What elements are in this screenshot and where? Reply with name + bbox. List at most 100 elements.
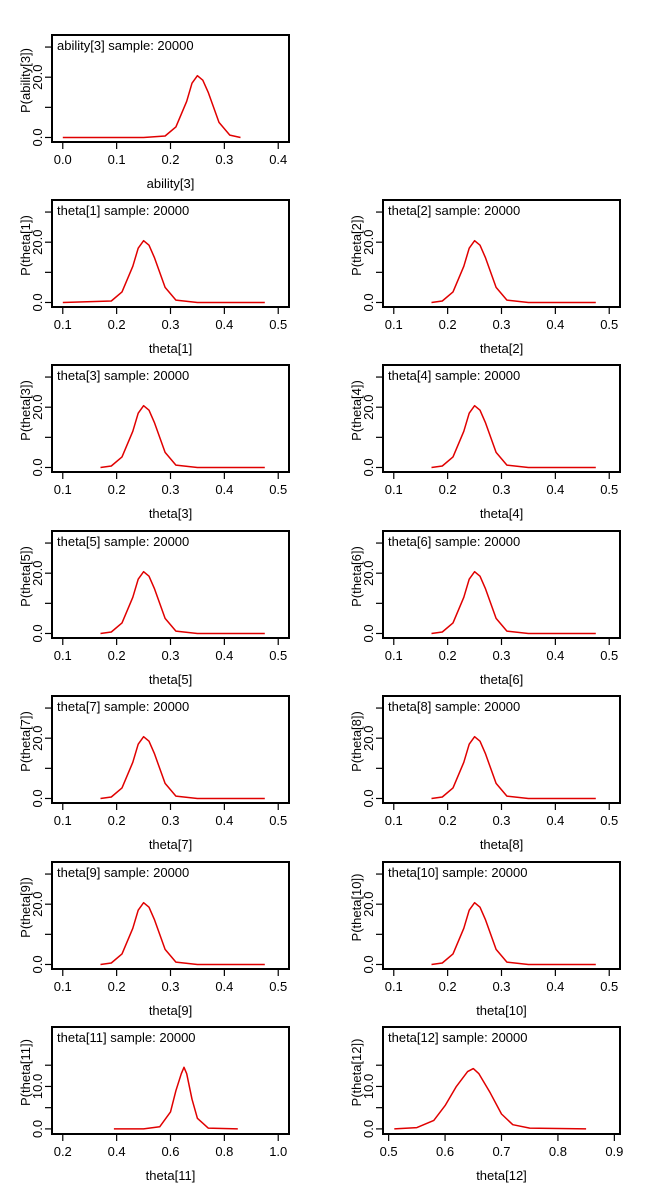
x-axis-label: theta[1] [149,341,192,356]
x-tick-label: 0.5 [269,648,287,663]
y-tick-label: 20.0 [361,230,376,255]
x-tick-label: 0.2 [54,1144,72,1159]
y-tick-label: 0.0 [361,955,376,973]
x-tick-label: 0.5 [269,317,287,332]
chart-panel: theta[1] sample: 20000 0.1 0.2 0.3 0.4 0.5 0.0… [18,199,290,356]
chart-panel: theta[2] sample: 20000 0.1 0.2 0.3 0.4 0.5 0.0… [349,199,621,356]
x-tick-label: 1.0 [269,1144,287,1159]
chart-panel: theta[7] sample: 20000 0.1 0.2 0.3 0.4 0.5 0.0… [18,695,290,852]
y-axis-label: P(theta[2]) [349,215,364,276]
chart-title: theta[2] sample: 20000 [388,203,520,218]
y-tick-label: 20.0 [30,561,45,586]
density-curve [62,239,265,304]
chart-title: theta[7] sample: 20000 [57,699,189,714]
x-tick-label: 0.6 [436,1144,454,1159]
chart-panel: ability[3] sample: 20000 0.0 0.1 0.2 0.3 0.4 0… [18,34,290,191]
y-axis-label: P(theta[1]) [18,215,33,276]
chart-panel: theta[11] sample: 20000 0.2 0.4 0.6 0.8 1.0 0.… [18,1026,290,1183]
x-tick-label: 0.1 [385,979,403,994]
x-tick-label: 0.4 [108,1144,126,1159]
x-tick-label: 0.3 [215,152,233,167]
x-tick-label: 0.1 [54,648,72,663]
density-curve [100,404,265,469]
x-axis-label: theta[6] [480,672,523,687]
chart-panel: theta[9] sample: 20000 0.1 0.2 0.3 0.4 0.5 0.0… [18,861,290,1018]
x-tick-label: 0.2 [108,979,126,994]
y-axis-label: P(ability[3]) [18,48,33,113]
chart-panel: theta[10] sample: 20000 0.1 0.2 0.3 0.4 0.5 0.… [349,861,621,1018]
x-tick-label: 0.1 [54,482,72,497]
x-tick-label: 0.4 [546,813,564,828]
y-axis-label: P(theta[6]) [349,546,364,607]
y-tick-label: 20.0 [30,726,45,751]
x-tick-label: 0.5 [269,813,287,828]
x-axis-label: theta[7] [149,837,192,852]
y-tick-label: 0.0 [361,789,376,807]
x-tick-label: 0.3 [161,317,179,332]
x-tick-label: 0.8 [549,1144,567,1159]
y-tick-label: 0.0 [30,293,45,311]
x-tick-label: 0.4 [269,152,287,167]
x-axis-label: ability[3] [147,176,195,191]
x-tick-label: 0.2 [108,648,126,663]
x-tick-label: 0.4 [546,979,564,994]
y-axis-label: P(theta[10]) [349,874,364,942]
x-tick-label: 0.1 [108,152,126,167]
y-tick-label: 0.0 [361,624,376,642]
x-tick-label: 0.3 [492,979,510,994]
x-tick-label: 0.5 [600,482,618,497]
y-tick-label: 20.0 [361,892,376,917]
chart-panel: theta[8] sample: 20000 0.1 0.2 0.3 0.4 0.5 0.0… [349,695,621,852]
chart-panel: theta[12] sample: 20000 0.5 0.6 0.7 0.8 0.9 0.… [349,1026,623,1183]
x-tick-label: 0.5 [600,317,618,332]
x-tick-label: 0.8 [215,1144,233,1159]
y-tick-label: 20.0 [30,892,45,917]
x-tick-label: 0.4 [215,482,233,497]
density-curve [100,901,265,966]
x-tick-label: 0.3 [492,813,510,828]
x-axis-label: theta[5] [149,672,192,687]
y-tick-label: 0.0 [30,624,45,642]
x-tick-label: 0.7 [492,1144,510,1159]
chart-title: theta[12] sample: 20000 [388,1030,528,1045]
y-axis-label: P(theta[3]) [18,380,33,441]
x-tick-label: 0.1 [54,317,72,332]
y-tick-label: 20.0 [361,395,376,420]
x-tick-label: 0.2 [439,813,457,828]
x-tick-label: 0.5 [600,813,618,828]
y-tick-label: 10.0 [30,1074,45,1099]
chart-title: ability[3] sample: 20000 [57,38,194,53]
x-tick-label: 0.1 [385,482,403,497]
x-tick-label: 0.3 [492,317,510,332]
x-axis-label: theta[2] [480,341,523,356]
x-tick-label: 0.0 [54,152,72,167]
chart-title: theta[8] sample: 20000 [388,699,520,714]
x-tick-label: 0.3 [492,648,510,663]
y-tick-label: 0.0 [30,128,45,146]
y-tick-label: 10.0 [361,1074,376,1099]
x-tick-label: 0.4 [546,482,564,497]
x-tick-label: 0.5 [600,979,618,994]
density-curve [431,239,596,304]
x-tick-label: 0.1 [385,317,403,332]
x-tick-label: 0.6 [161,1144,179,1159]
chart-title: theta[10] sample: 20000 [388,865,528,880]
x-axis-label: theta[12] [476,1168,527,1183]
x-tick-label: 0.3 [161,482,179,497]
y-axis-label: P(theta[5]) [18,546,33,607]
y-tick-label: 0.0 [30,458,45,476]
y-tick-label: 20.0 [30,65,45,90]
x-tick-label: 0.2 [439,317,457,332]
x-tick-label: 0.5 [269,482,287,497]
y-tick-label: 0.0 [361,1120,376,1138]
chart-title: theta[9] sample: 20000 [57,865,189,880]
y-axis-label: P(theta[8]) [349,711,364,772]
chart-title: theta[6] sample: 20000 [388,534,520,549]
y-tick-label: 0.0 [30,789,45,807]
y-tick-label: 0.0 [361,293,376,311]
x-axis-label: theta[10] [476,1003,527,1018]
density-curve [431,735,596,800]
y-tick-label: 0.0 [30,1120,45,1138]
x-tick-label: 0.4 [215,648,233,663]
